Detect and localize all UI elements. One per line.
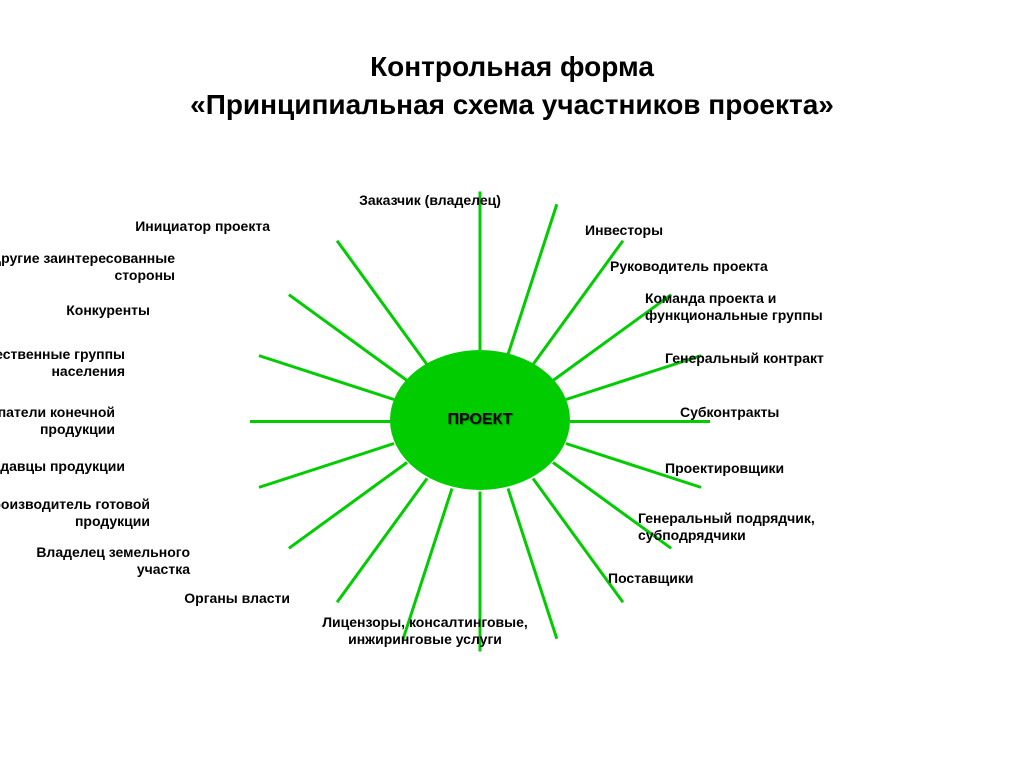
diagram-ray bbox=[288, 293, 408, 381]
spoke-label: Лицензоры, консалтинговые, инжиринговые … bbox=[275, 614, 575, 648]
spoke-label: Производитель готовой продукции bbox=[0, 496, 150, 530]
spoke-label: Конкуренты bbox=[0, 302, 150, 319]
radial-diagram: ПРОЕКТ Заказчик (владелец) Инвесторы Руков… bbox=[0, 0, 1024, 767]
spoke-label: Инвесторы bbox=[585, 222, 785, 239]
spoke-label: Органы власти bbox=[110, 590, 290, 607]
diagram-ray bbox=[336, 477, 428, 602]
diagram-hub: ПРОЕКТ bbox=[390, 350, 570, 490]
spoke-label: Общественные группы населения bbox=[0, 346, 125, 380]
spoke-label: Генеральный подрядчик, субподрядчики bbox=[638, 510, 898, 544]
diagram-ray bbox=[259, 355, 395, 402]
spoke-label: Продавцы продукции bbox=[0, 458, 125, 475]
diagram-ray bbox=[259, 442, 395, 489]
diagram-ray bbox=[250, 420, 390, 423]
spoke-label: Владелец земельного участка bbox=[0, 544, 190, 578]
spoke-label: Руководитель проекта bbox=[610, 258, 870, 275]
diagram-ray bbox=[506, 204, 558, 355]
diagram-ray bbox=[288, 461, 408, 549]
spoke-label: Проектировщики bbox=[665, 460, 885, 477]
spoke-label: Поставщики bbox=[608, 570, 808, 587]
spoke-label: Инициатор проекта bbox=[50, 218, 270, 235]
hub-label: ПРОЕКТ bbox=[447, 411, 512, 429]
spoke-label: Покупатели конечной продукции bbox=[0, 404, 115, 438]
diagram-ray bbox=[479, 192, 482, 352]
spoke-label: Генеральный контракт bbox=[665, 350, 925, 367]
spoke-label: Команда проекта и функциональные группы bbox=[645, 290, 905, 324]
spoke-label: Другие заинтересованные стороны bbox=[0, 250, 175, 284]
spoke-label: Субконтракты bbox=[680, 404, 900, 421]
diagram-ray bbox=[336, 241, 428, 366]
spoke-label: Заказчик (владелец) bbox=[330, 192, 530, 209]
